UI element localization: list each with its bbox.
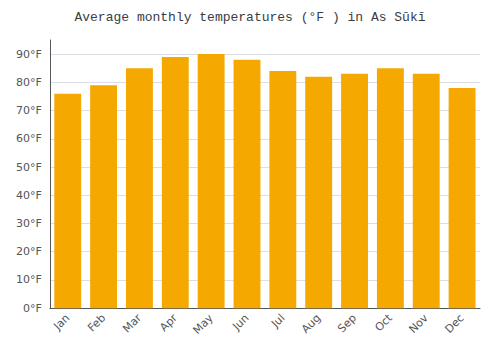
svg-text:Feb: Feb [85, 312, 108, 335]
svg-text:Jan: Jan [50, 312, 72, 334]
svg-text:70°F: 70°F [16, 104, 42, 117]
svg-text:May: May [190, 311, 216, 337]
svg-text:50°F: 50°F [16, 161, 42, 174]
svg-text:Jun: Jun [230, 312, 252, 334]
svg-text:90°F: 90°F [16, 48, 42, 61]
svg-text:Dec: Dec [442, 312, 466, 336]
svg-text:10°F: 10°F [16, 273, 42, 286]
svg-text:40°F: 40°F [16, 189, 42, 202]
svg-text:60°F: 60°F [16, 132, 42, 145]
svg-text:Sep: Sep [335, 312, 359, 336]
svg-text:Apr: Apr [157, 311, 180, 334]
svg-text:0°F: 0°F [23, 302, 42, 315]
svg-text:20°F: 20°F [16, 245, 42, 258]
svg-text:80°F: 80°F [16, 76, 42, 89]
svg-text:Jul: Jul [268, 312, 287, 331]
svg-text:Mar: Mar [120, 311, 144, 335]
svg-text:Average monthly temperatures (: Average monthly temperatures (°F ) in As… [74, 10, 425, 25]
svg-text:Nov: Nov [406, 311, 431, 336]
svg-text:30°F: 30°F [16, 217, 42, 230]
svg-text:Aug: Aug [299, 312, 323, 336]
svg-text:Oct: Oct [372, 311, 395, 334]
